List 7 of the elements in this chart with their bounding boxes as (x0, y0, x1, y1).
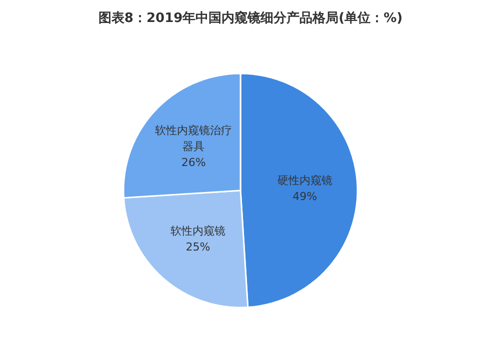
slice-label: 软性内窥镜 (170, 224, 226, 238)
chart-title: 图表8：2019年中国内窥镜细分产品格局(单位：%) (98, 10, 403, 26)
data-label: 25% (186, 240, 210, 254)
data-label: 26% (181, 156, 206, 169)
data-label: 49% (292, 190, 318, 203)
slice-label: 软性内窥镜治疗器具 (155, 124, 232, 153)
slice-label: 硬性内窥镜 (277, 174, 332, 187)
